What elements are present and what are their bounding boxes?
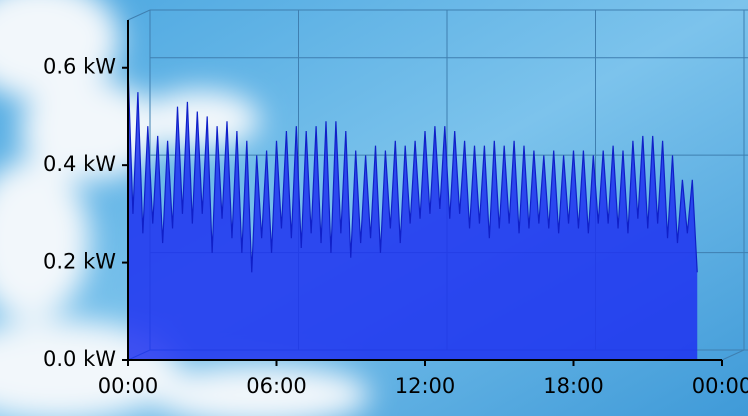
line — [127, 67, 698, 273]
area — [128, 67, 698, 360]
x-tick-label: 06:00 — [246, 374, 307, 398]
y-tick-label: 0.4 kW — [43, 152, 116, 176]
y-tick-label: 0.0 kW — [43, 347, 116, 371]
x-tick-label: 12:00 — [395, 374, 456, 398]
x-tick-label: 00:00 — [692, 374, 748, 398]
clouds — [0, 0, 370, 416]
x-tick-label: 18:00 — [543, 374, 604, 398]
y-tick-label: 0.6 kW — [43, 55, 116, 79]
y-tick-label: 0.2 kW — [43, 250, 116, 274]
x-tick-label: 00:00 — [98, 374, 159, 398]
